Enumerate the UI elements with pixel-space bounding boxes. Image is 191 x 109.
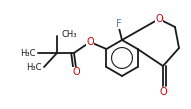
Text: H₃C: H₃C — [20, 49, 36, 58]
Text: H₃C: H₃C — [27, 62, 42, 72]
Text: F: F — [116, 19, 122, 29]
Text: O: O — [86, 37, 94, 47]
Text: O: O — [72, 67, 80, 77]
Text: CH₃: CH₃ — [62, 30, 78, 38]
Text: O: O — [155, 14, 163, 24]
Text: O: O — [159, 87, 167, 97]
